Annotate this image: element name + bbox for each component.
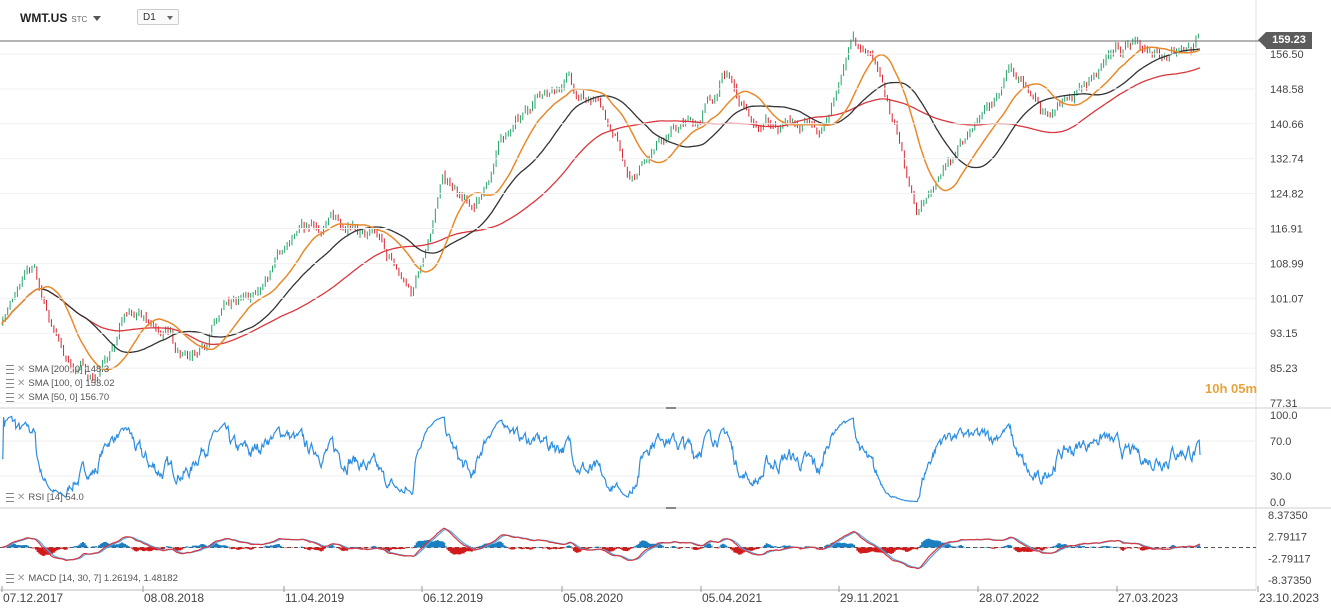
axes: 156.50 148.58 140.66 132.74 124.82 116.91 108.…: [0, 40, 1319, 605]
y-tick-label: 85.23: [1270, 363, 1298, 375]
settings-icon[interactable]: [6, 393, 14, 402]
settings-icon[interactable]: [6, 379, 14, 388]
x-tick-label: 05.04.2021: [702, 591, 762, 605]
timeframe-value: D1: [143, 12, 156, 23]
chevron-down-icon: [167, 16, 173, 20]
x-tick-label: 07.12.2017: [3, 591, 63, 605]
legend-sma50[interactable]: ✕ SMA [50, 0] 156.70: [6, 392, 109, 403]
macd-tick-label: 2.79117: [1268, 532, 1307, 544]
settings-icon[interactable]: [6, 365, 14, 374]
legend-sma200-label: SMA [200, 0] 148.3: [28, 364, 110, 375]
settings-icon[interactable]: [6, 574, 14, 583]
y-tick-label: 101.07: [1270, 293, 1304, 305]
rsi-panel[interactable]: [0, 415, 1256, 503]
legend-macd-label: MACD [14, 30, 7] 1.26194, 1.48182: [28, 573, 178, 584]
sma200-line: [1, 67, 1201, 346]
close-icon[interactable]: ✕: [17, 392, 26, 403]
y-tick-label: 156.50: [1270, 49, 1304, 61]
sma50-line: [1, 46, 1201, 371]
symbol-name: WMT.US: [20, 11, 68, 25]
y-tick-label: 93.15: [1270, 328, 1298, 340]
x-tick-label: 08.08.2018: [144, 591, 204, 605]
legend-sma50-label: SMA [50, 0] 156.70: [28, 392, 110, 403]
legend-sma100[interactable]: ✕ SMA [100, 0] 153.02: [6, 378, 114, 389]
candle-countdown: 10h 05m: [1205, 381, 1258, 396]
y-tick-label: 132.74: [1270, 154, 1304, 166]
macd-tick-label: -2.79117: [1268, 553, 1311, 565]
timeframe-select[interactable]: D1: [137, 9, 179, 25]
y-tick-label: 108.99: [1270, 258, 1304, 270]
macd-tick-label: -8.37350: [1268, 575, 1311, 587]
x-tick-label: 05.08.2020: [563, 591, 623, 605]
y-tick-label: 148.58: [1270, 84, 1304, 96]
macd-line: [1, 527, 1201, 570]
legend-sma200[interactable]: ✕ SMA [200, 0] 148.3: [6, 364, 109, 375]
close-icon[interactable]: ✕: [17, 364, 26, 375]
y-tick-label: 77.31: [1270, 398, 1298, 410]
close-icon[interactable]: ✕: [17, 573, 26, 584]
symbol-suffix: STC: [71, 15, 88, 24]
legend-macd[interactable]: ✕ MACD [14, 30, 7] 1.26194, 1.48182: [6, 573, 178, 584]
x-tick-label: 29.11.2021: [840, 591, 899, 605]
rsi-line: [2, 415, 1201, 503]
legend-rsi[interactable]: ✕ RSI [14] 54.0: [6, 492, 84, 503]
price-panel[interactable]: [1, 31, 1201, 384]
rsi-tick-label: 30.0: [1270, 471, 1291, 483]
y-tick-label: 124.82: [1270, 189, 1304, 201]
last-price-label: 159.23: [1258, 32, 1312, 49]
x-tick-label: 11.04.2019: [285, 591, 344, 605]
y-tick-label: 140.66: [1270, 119, 1304, 131]
close-icon[interactable]: ✕: [17, 492, 26, 503]
y-tick-label: 116.91: [1270, 223, 1303, 235]
rsi-tick-label: 0.0: [1270, 497, 1285, 509]
chevron-down-icon: [93, 16, 102, 22]
x-tick-label: 28.07.2022: [979, 591, 1039, 605]
rsi-tick-label: 100.0: [1270, 410, 1298, 422]
x-tick-label: 06.12.2019: [423, 591, 483, 605]
sma100-line: [1, 48, 1200, 354]
settings-icon[interactable]: [6, 493, 14, 502]
macd-tick-label: 8.37350: [1268, 510, 1308, 522]
legend-sma100-label: SMA [100, 0] 153.02: [28, 378, 115, 389]
symbol-selector[interactable]: WMT.US STC: [20, 11, 102, 25]
x-tick-label: 27.03.2023: [1118, 591, 1178, 605]
rsi-tick-label: 70.0: [1270, 436, 1291, 448]
macd-panel[interactable]: [0, 527, 1256, 570]
legend-rsi-label: RSI [14] 54.0: [28, 492, 84, 503]
close-icon[interactable]: ✕: [17, 378, 26, 389]
x-tick-label: 23.10.2023: [1259, 591, 1319, 605]
